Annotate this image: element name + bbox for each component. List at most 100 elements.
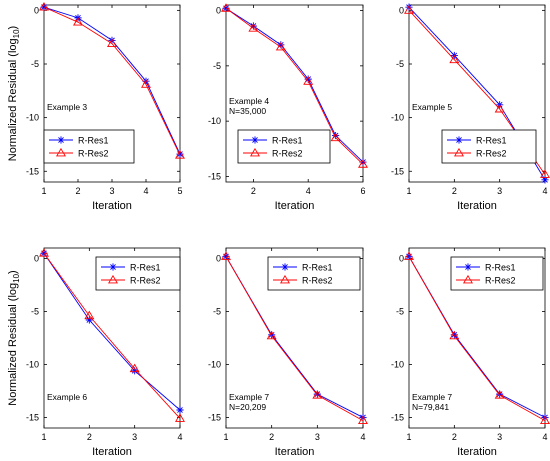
example-annotation: N=20,209 [229, 402, 266, 412]
x-tick-label: 1 [223, 432, 228, 442]
legend-label: R-Res1 [272, 136, 303, 146]
data-point-star [332, 131, 340, 140]
series-line-2 [225, 7, 364, 165]
x-axis-label: Iteration [457, 200, 497, 212]
legend-label: R-Res1 [476, 136, 507, 146]
x-tick-label: 4 [177, 432, 182, 442]
example-annotation: Example 6 [47, 392, 87, 402]
data-point-triangle [449, 54, 460, 64]
y-tick-label: -10 [391, 359, 404, 369]
x-tick-label: 3 [315, 432, 320, 442]
chart-panel-4: 1 2 3 4 0 -5 -10 -15 Iteration Normalized Residua… [7, 247, 185, 458]
legend-box [450, 256, 544, 291]
data-point-star [496, 390, 504, 398]
y-tick-label: -10 [26, 359, 39, 369]
y-tick-label: -15 [26, 166, 39, 176]
x-tick-label: 2 [452, 432, 457, 442]
chart-panel-5: 1 2 3 4 0 -5 -10 -15 Iteration Example 7N=20,209 R… [208, 247, 368, 458]
x-tick-label: 3 [132, 432, 137, 442]
example-annotation: N=35,000 [229, 106, 266, 116]
data-point-star [304, 75, 312, 83]
chart-panel-1: 1 2 3 4 5 0 -5 -10 -15 Iteration Normalized Residu… [7, 2, 185, 212]
x-axis-label: Iteration [457, 446, 497, 458]
y-axis-label-sub: 10 [12, 273, 21, 282]
y-axis-label: Normalized Residual (log10) [7, 270, 21, 405]
legend-label: R-Res2 [302, 276, 333, 286]
y-tick-label: -5 [31, 307, 39, 317]
example-annotation: Example 7 [229, 392, 269, 402]
legend-label: R-Res2 [78, 149, 109, 159]
data-point-star [40, 249, 48, 257]
legend-marker-triangle [56, 147, 66, 157]
y-tick-label: 0 [34, 5, 39, 15]
data-point-star [541, 413, 549, 422]
x-tick-label: 4 [360, 432, 365, 442]
data-point-triangle [39, 2, 49, 11]
legend-box [237, 129, 331, 164]
legend-box [95, 256, 181, 291]
legend-marker-triangle [108, 274, 118, 284]
y-tick-label: -5 [396, 307, 404, 317]
data-point-star [541, 176, 549, 184]
legend-marker-triangle [463, 274, 473, 284]
data-point-star [313, 390, 321, 398]
data-point-star [40, 3, 48, 11]
data-point-star [277, 41, 285, 49]
y-tick-label: 0 [34, 254, 39, 264]
data-point-triangle [358, 159, 368, 168]
legend-label: R-Res1 [302, 263, 333, 273]
legend-box [267, 256, 361, 291]
data-point-triangle [494, 390, 505, 399]
series-line-2 [43, 6, 181, 156]
y-axis-label-close: ) [7, 26, 19, 30]
data-point-triangle [449, 330, 460, 340]
y-tick-label: -10 [26, 113, 39, 123]
legend-box [441, 129, 537, 164]
data-point-triangle [303, 76, 314, 85]
data-point-triangle [39, 248, 49, 257]
y-tick-label: -5 [31, 59, 39, 69]
x-tick-label: 1 [406, 186, 411, 196]
legend-marker-triangle [250, 147, 260, 157]
x-tick-label: 1 [41, 186, 46, 196]
data-point-triangle [358, 415, 368, 424]
legend-label: R-Res1 [78, 136, 109, 146]
data-point-star [176, 406, 184, 414]
example-annotation: Example 7 [412, 392, 452, 402]
y-axis-label-main: Normalized Residual (log [7, 283, 19, 406]
x-tick-label: 3 [497, 186, 502, 196]
data-point-star [268, 331, 276, 339]
x-tick-label: 3 [109, 186, 114, 196]
legend: R-Res1 R-Res2 [450, 256, 544, 291]
data-point-triangle [73, 17, 83, 26]
y-tick-label: -15 [391, 166, 404, 176]
data-point-triangle [175, 413, 185, 422]
data-point-star [176, 150, 184, 158]
data-point-triangle [129, 363, 140, 373]
y-tick-label: -5 [213, 61, 221, 71]
y-tick-label: -5 [396, 59, 404, 69]
legend-marker-star [281, 263, 289, 271]
x-tick-label: 2 [251, 186, 256, 196]
chart-panel-6: 1 2 3 4 0 -5 -10 -15 Iteration Example 7N=79,841 R… [391, 247, 550, 458]
x-tick-label: 6 [360, 186, 365, 196]
legend-label: R-Res1 [130, 263, 161, 273]
y-tick-label: 0 [216, 6, 221, 16]
legend: R-Res1 R-Res2 [441, 129, 537, 164]
legend-label: R-Res2 [476, 149, 507, 159]
x-tick-label: 4 [143, 186, 148, 196]
x-tick-label: 2 [269, 432, 274, 442]
legend-label: R-Res2 [485, 276, 516, 286]
y-tick-label: -15 [391, 412, 404, 422]
legend-label: R-Res2 [130, 276, 161, 286]
legend-marker-star [109, 263, 117, 271]
data-point-triangle [141, 79, 151, 88]
data-point-triangle [221, 251, 231, 260]
legend: R-Res1 R-Res2 [237, 129, 331, 164]
y-tick-label: -10 [208, 116, 221, 126]
series-line-1 [43, 253, 181, 411]
legend-marker-star [251, 136, 259, 144]
x-tick-label: 2 [75, 186, 80, 196]
